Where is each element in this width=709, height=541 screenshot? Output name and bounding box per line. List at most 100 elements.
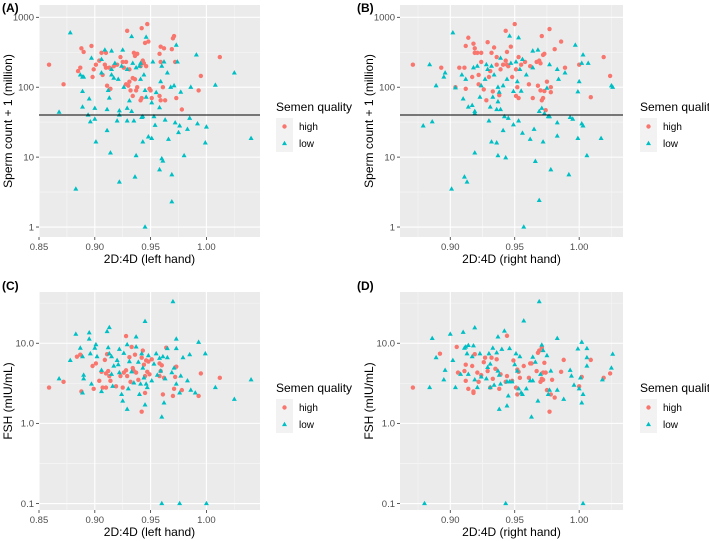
data-point-low	[99, 56, 105, 61]
data-point-low	[154, 372, 160, 377]
data-point-high	[46, 62, 52, 67]
data-point-high	[123, 59, 129, 65]
data-point-low	[469, 353, 475, 359]
data-point-high	[538, 61, 543, 66]
data-point-low	[129, 369, 135, 374]
data-point-low	[248, 376, 254, 382]
data-point-low	[472, 376, 478, 382]
data-point-low	[495, 84, 501, 89]
data-point-low	[132, 174, 138, 179]
x-tick-label: 1.00	[570, 242, 589, 253]
legend-label-high: high	[299, 122, 318, 133]
data-point-low	[114, 357, 120, 363]
data-point-low	[133, 152, 139, 158]
data-point-low	[421, 500, 427, 506]
data-point-low	[73, 331, 79, 336]
data-point-low	[93, 139, 99, 144]
data-point-low	[184, 126, 190, 131]
x-tick-label: 0.90	[86, 242, 105, 253]
data-point-low	[131, 380, 137, 385]
data-point-low	[136, 391, 142, 396]
data-point-high	[493, 366, 498, 371]
data-point-high	[179, 387, 185, 393]
data-point-low	[181, 152, 187, 158]
legend: Semen quality high low	[640, 381, 709, 433]
data-point-low	[498, 106, 504, 112]
plot-background	[39, 292, 260, 510]
data-point-high	[607, 73, 613, 79]
data-point-high	[129, 344, 134, 350]
data-point-low	[203, 500, 209, 506]
data-point-high	[601, 54, 606, 60]
data-point-high	[494, 54, 499, 60]
data-point-low	[461, 174, 467, 179]
data-point-low	[173, 345, 179, 351]
data-point-low	[478, 82, 484, 88]
data-point-high	[160, 392, 166, 397]
data-point-low	[202, 140, 208, 145]
y-tick-label: 0.1	[21, 499, 34, 510]
data-point-low	[159, 414, 165, 419]
data-point-low	[487, 361, 493, 366]
data-point-low	[485, 364, 491, 369]
data-point-low	[486, 118, 492, 123]
data-point-low	[124, 66, 130, 71]
data-point-low	[579, 339, 585, 344]
y-tick-label: 100	[18, 83, 34, 94]
data-point-high	[159, 363, 164, 368]
data-point-high	[466, 35, 471, 40]
data-point-low	[130, 60, 136, 65]
data-point-low	[94, 353, 100, 359]
data-point-low	[472, 110, 478, 116]
data-point-low	[494, 140, 500, 145]
data-point-low	[532, 359, 538, 364]
data-point-low	[157, 166, 163, 172]
data-point-low	[124, 105, 130, 110]
data-point-low	[180, 354, 186, 360]
data-point-low	[135, 359, 141, 364]
data-point-high	[537, 348, 542, 353]
data-point-low	[131, 118, 137, 123]
data-point-high	[497, 92, 502, 98]
data-point-low	[498, 55, 504, 60]
x-tick-label: 0.90	[441, 515, 460, 526]
data-point-low	[106, 95, 112, 100]
data-point-high	[99, 50, 104, 56]
data-point-low	[116, 346, 122, 351]
data-point-high	[148, 88, 153, 93]
data-point-low	[531, 126, 537, 131]
data-point-high	[108, 378, 113, 383]
data-point-low	[458, 371, 464, 376]
data-point-low	[143, 34, 149, 39]
data-point-low	[427, 384, 433, 390]
data-point-low	[539, 105, 545, 110]
data-point-low	[114, 118, 120, 123]
data-point-low	[178, 373, 184, 378]
data-point-low	[161, 400, 167, 405]
y-tick-label: 1	[29, 222, 34, 233]
data-point-low	[521, 224, 527, 229]
data-point-low	[164, 70, 170, 75]
data-point-low	[88, 55, 94, 60]
data-point-low	[162, 117, 168, 122]
data-point-low	[106, 350, 112, 356]
data-point-high	[457, 65, 462, 70]
data-point-high	[410, 385, 416, 390]
data-point-low	[162, 376, 168, 381]
data-point-low	[575, 135, 581, 141]
data-point-low	[107, 150, 113, 155]
data-point-low	[576, 78, 582, 84]
data-point-low	[507, 33, 513, 38]
data-point-low	[169, 369, 175, 375]
data-point-high	[127, 79, 132, 84]
data-point-low	[164, 345, 170, 351]
data-point-high	[490, 376, 496, 382]
data-point-high	[217, 54, 223, 60]
data-point-high	[462, 368, 467, 374]
data-point-low	[477, 350, 483, 356]
data-point-high	[103, 385, 109, 390]
data-point-high	[118, 54, 123, 60]
data-point-low	[460, 96, 466, 101]
data-point-low	[169, 171, 175, 177]
data-point-low	[429, 335, 435, 340]
